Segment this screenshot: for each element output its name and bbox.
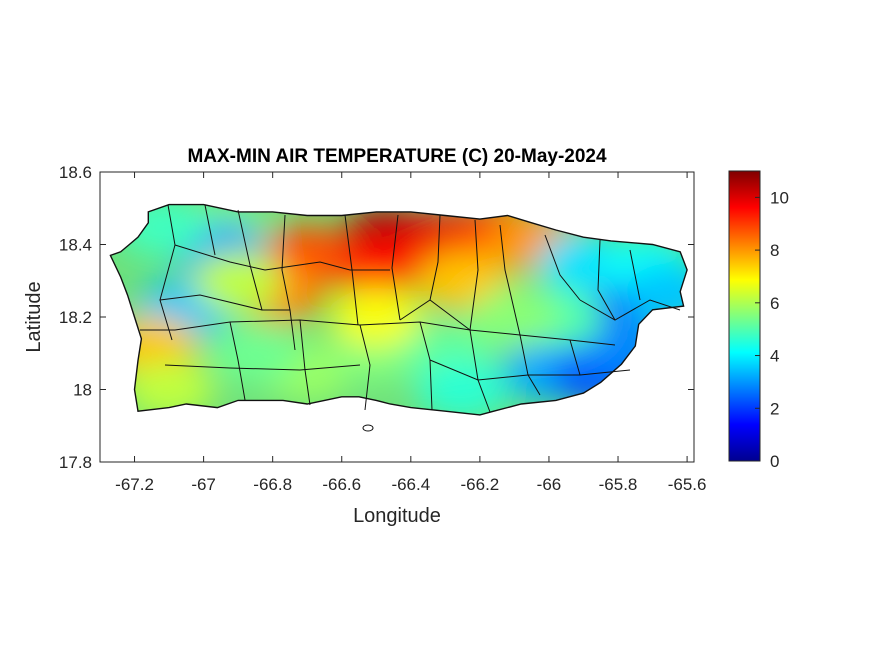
- offshore-islet: [362, 424, 374, 432]
- field-sample-27: [623, 265, 688, 326]
- y-axis-label: Latitude: [23, 281, 45, 352]
- temperature-field: [110, 204, 688, 415]
- y-tick-label: 18: [73, 381, 92, 400]
- colorbar-tick-label: 4: [770, 347, 779, 366]
- colorbar-tick-label: 10: [770, 188, 789, 207]
- x-tick-label: -66: [537, 475, 562, 494]
- x-tick-label: -66.6: [322, 475, 361, 494]
- colorbar-tick-label: 6: [770, 294, 779, 313]
- coastline: [109, 203, 688, 416]
- y-tick-label: 17.8: [59, 453, 92, 472]
- y-tick-label: 18.2: [59, 308, 92, 327]
- municipality-boundaries: [140, 204, 681, 413]
- x-tick-label: -66.4: [391, 475, 430, 494]
- x-axis-ticks: -67.2 -67 -66.8 -66.6 -66.4 -66.2 -66 -65.8 -65.…: [115, 172, 706, 494]
- colorbar: [728, 170, 761, 462]
- field-sample-29: [209, 323, 302, 384]
- field-sample-17: [330, 287, 423, 347]
- chart-title: MAX-MIN AIR TEMPERATURE (C) 20-May-2024: [187, 146, 607, 167]
- x-axis-label: Longitude: [353, 505, 441, 527]
- x-tick-label: -67: [191, 475, 216, 494]
- y-tick-label: 18.6: [59, 163, 92, 182]
- y-axis-ticks: 17.8 18 18.2 18.4 18.6: [59, 163, 694, 472]
- y-tick-label: 18.4: [59, 236, 92, 255]
- x-tick-label: -65.6: [668, 475, 707, 494]
- field-sample-11: [192, 250, 285, 311]
- x-tick-label: -66.2: [461, 475, 500, 494]
- field-blobs: [110, 204, 688, 415]
- colorbar-tick-label: 8: [770, 241, 779, 260]
- field-sample-18: [416, 359, 509, 415]
- colorbar-tick-label: 2: [770, 399, 779, 418]
- colorbar-tick-label: 0: [770, 452, 779, 471]
- x-tick-label: -67.2: [115, 475, 154, 494]
- colorbar-ticks: 0 2 4 6 8 10: [755, 188, 789, 471]
- x-tick-label: -66.8: [253, 475, 292, 494]
- map-area: [109, 203, 688, 432]
- x-tick-label: -65.8: [599, 475, 638, 494]
